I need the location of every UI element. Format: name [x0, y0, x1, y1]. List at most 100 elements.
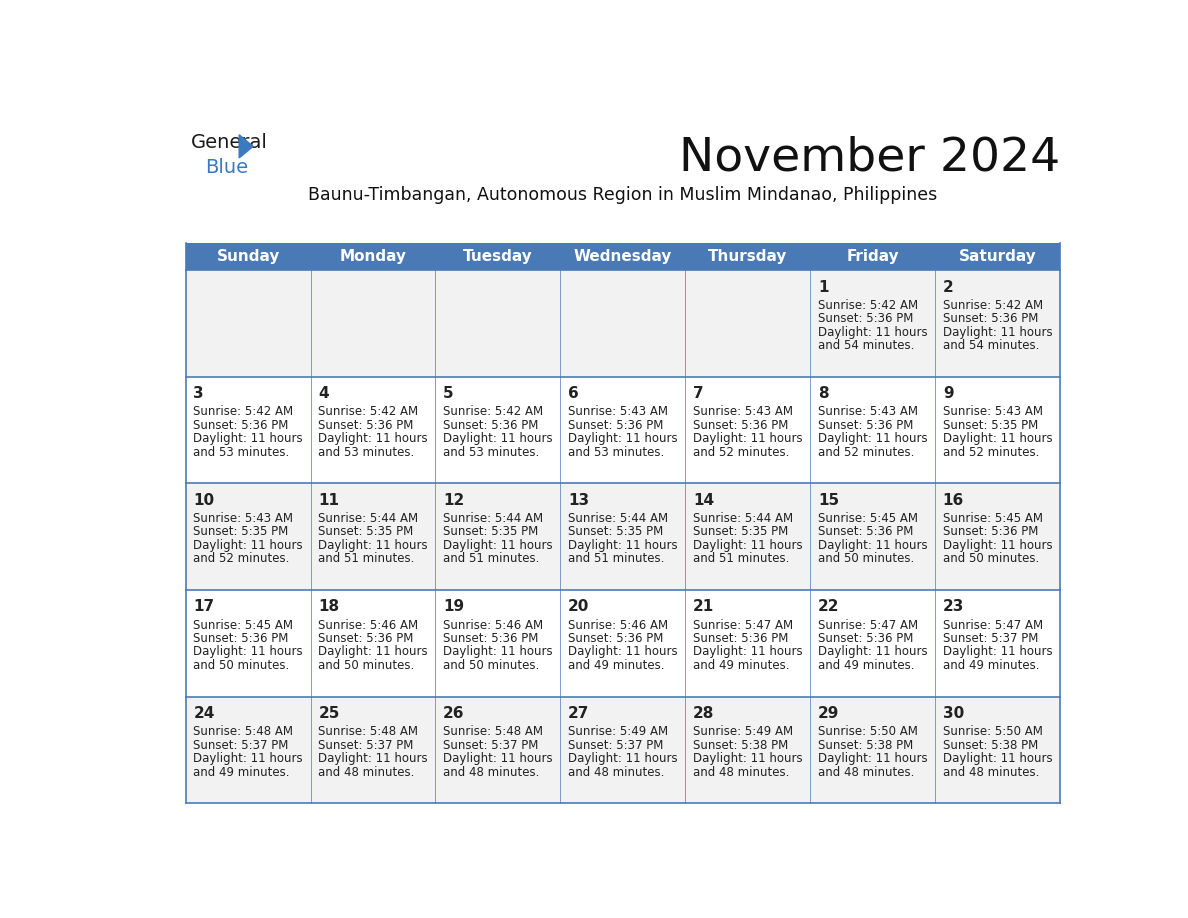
Text: Sunset: 5:35 PM: Sunset: 5:35 PM	[693, 525, 789, 539]
Text: Daylight: 11 hours: Daylight: 11 hours	[817, 539, 928, 552]
Bar	[185, 242, 1060, 270]
Bar	[185, 697, 1060, 803]
Text: 20: 20	[568, 599, 589, 614]
Text: Sunset: 5:36 PM: Sunset: 5:36 PM	[817, 632, 914, 645]
Text: Saturday: Saturday	[959, 249, 1036, 264]
Text: Sunrise: 5:50 AM: Sunrise: 5:50 AM	[943, 725, 1043, 738]
Text: and 49 minutes.: and 49 minutes.	[817, 659, 915, 672]
Text: Sunrise: 5:44 AM: Sunrise: 5:44 AM	[693, 512, 794, 525]
Text: 25: 25	[318, 706, 340, 721]
Text: 29: 29	[817, 706, 839, 721]
Text: Tuesday: Tuesday	[463, 249, 532, 264]
Text: Daylight: 11 hours: Daylight: 11 hours	[318, 539, 428, 552]
Text: Daylight: 11 hours: Daylight: 11 hours	[943, 326, 1053, 339]
Text: and 51 minutes.: and 51 minutes.	[568, 553, 664, 565]
Text: Sunset: 5:36 PM: Sunset: 5:36 PM	[943, 525, 1038, 539]
Text: Sunset: 5:35 PM: Sunset: 5:35 PM	[194, 525, 289, 539]
Text: 9: 9	[943, 386, 954, 401]
Text: Daylight: 11 hours: Daylight: 11 hours	[817, 645, 928, 658]
Text: Sunrise: 5:43 AM: Sunrise: 5:43 AM	[194, 512, 293, 525]
Text: and 49 minutes.: and 49 minutes.	[943, 659, 1040, 672]
Text: Daylight: 11 hours: Daylight: 11 hours	[443, 539, 552, 552]
Text: 17: 17	[194, 599, 215, 614]
Text: and 50 minutes.: and 50 minutes.	[817, 553, 914, 565]
Text: Daylight: 11 hours: Daylight: 11 hours	[194, 645, 303, 658]
Text: and 51 minutes.: and 51 minutes.	[693, 553, 789, 565]
Text: Sunrise: 5:47 AM: Sunrise: 5:47 AM	[693, 619, 794, 632]
Text: Sunset: 5:36 PM: Sunset: 5:36 PM	[194, 632, 289, 645]
Text: Daylight: 11 hours: Daylight: 11 hours	[568, 752, 677, 765]
Text: Sunset: 5:36 PM: Sunset: 5:36 PM	[817, 525, 914, 539]
Text: and 50 minutes.: and 50 minutes.	[443, 659, 539, 672]
Text: and 48 minutes.: and 48 minutes.	[318, 766, 415, 778]
Text: Sunset: 5:37 PM: Sunset: 5:37 PM	[318, 739, 413, 752]
Text: 14: 14	[693, 493, 714, 508]
Text: and 48 minutes.: and 48 minutes.	[817, 766, 915, 778]
Text: Sunset: 5:36 PM: Sunset: 5:36 PM	[817, 312, 914, 325]
Text: Sunrise: 5:49 AM: Sunrise: 5:49 AM	[568, 725, 668, 738]
Text: Daylight: 11 hours: Daylight: 11 hours	[443, 432, 552, 445]
Text: Sunset: 5:36 PM: Sunset: 5:36 PM	[318, 419, 413, 431]
Text: Sunset: 5:37 PM: Sunset: 5:37 PM	[194, 739, 289, 752]
Text: Daylight: 11 hours: Daylight: 11 hours	[568, 432, 677, 445]
Text: Sunset: 5:35 PM: Sunset: 5:35 PM	[568, 525, 663, 539]
Text: Daylight: 11 hours: Daylight: 11 hours	[194, 539, 303, 552]
Text: Sunset: 5:36 PM: Sunset: 5:36 PM	[693, 632, 789, 645]
Text: and 49 minutes.: and 49 minutes.	[194, 766, 290, 778]
Text: Sunset: 5:35 PM: Sunset: 5:35 PM	[943, 419, 1038, 431]
Text: Daylight: 11 hours: Daylight: 11 hours	[817, 432, 928, 445]
Text: 23: 23	[943, 599, 965, 614]
Text: Sunrise: 5:43 AM: Sunrise: 5:43 AM	[943, 406, 1043, 419]
Text: Daylight: 11 hours: Daylight: 11 hours	[568, 539, 677, 552]
Text: Daylight: 11 hours: Daylight: 11 hours	[693, 752, 803, 765]
Text: 1: 1	[817, 280, 828, 295]
Text: and 54 minutes.: and 54 minutes.	[943, 340, 1040, 353]
Text: and 53 minutes.: and 53 minutes.	[194, 446, 290, 459]
Text: Sunset: 5:36 PM: Sunset: 5:36 PM	[693, 419, 789, 431]
Text: Sunrise: 5:49 AM: Sunrise: 5:49 AM	[693, 725, 794, 738]
Text: Sunset: 5:36 PM: Sunset: 5:36 PM	[443, 419, 538, 431]
Text: Sunrise: 5:45 AM: Sunrise: 5:45 AM	[194, 619, 293, 632]
Text: Sunset: 5:36 PM: Sunset: 5:36 PM	[318, 632, 413, 645]
Text: Sunrise: 5:50 AM: Sunrise: 5:50 AM	[817, 725, 918, 738]
Text: Daylight: 11 hours: Daylight: 11 hours	[693, 432, 803, 445]
Text: Sunrise: 5:46 AM: Sunrise: 5:46 AM	[443, 619, 543, 632]
Text: Sunrise: 5:43 AM: Sunrise: 5:43 AM	[693, 406, 794, 419]
Text: and 53 minutes.: and 53 minutes.	[568, 446, 664, 459]
Text: Sunrise: 5:42 AM: Sunrise: 5:42 AM	[318, 406, 418, 419]
Text: and 53 minutes.: and 53 minutes.	[443, 446, 539, 459]
Text: Sunrise: 5:43 AM: Sunrise: 5:43 AM	[568, 406, 668, 419]
Text: Friday: Friday	[846, 249, 899, 264]
Text: Daylight: 11 hours: Daylight: 11 hours	[194, 432, 303, 445]
Text: Sunrise: 5:48 AM: Sunrise: 5:48 AM	[318, 725, 418, 738]
Text: 19: 19	[443, 599, 465, 614]
Text: Daylight: 11 hours: Daylight: 11 hours	[943, 752, 1053, 765]
Text: 10: 10	[194, 493, 215, 508]
Text: Monday: Monday	[340, 249, 406, 264]
Text: Sunset: 5:37 PM: Sunset: 5:37 PM	[568, 739, 663, 752]
Text: Sunrise: 5:42 AM: Sunrise: 5:42 AM	[817, 299, 918, 312]
Text: Wednesday: Wednesday	[574, 249, 672, 264]
Text: General: General	[191, 133, 268, 152]
Text: Thursday: Thursday	[708, 249, 788, 264]
Text: November 2024: November 2024	[678, 135, 1060, 181]
Text: and 50 minutes.: and 50 minutes.	[318, 659, 415, 672]
Text: 21: 21	[693, 599, 714, 614]
Text: and 51 minutes.: and 51 minutes.	[443, 553, 539, 565]
Text: and 49 minutes.: and 49 minutes.	[568, 659, 664, 672]
Text: Daylight: 11 hours: Daylight: 11 hours	[194, 752, 303, 765]
Text: and 52 minutes.: and 52 minutes.	[943, 446, 1040, 459]
Bar	[185, 270, 1060, 377]
Text: 22: 22	[817, 599, 840, 614]
Text: Sunset: 5:38 PM: Sunset: 5:38 PM	[817, 739, 914, 752]
Text: and 53 minutes.: and 53 minutes.	[318, 446, 415, 459]
Text: Daylight: 11 hours: Daylight: 11 hours	[318, 645, 428, 658]
Text: Daylight: 11 hours: Daylight: 11 hours	[817, 752, 928, 765]
Text: Sunday: Sunday	[216, 249, 280, 264]
Text: Sunrise: 5:48 AM: Sunrise: 5:48 AM	[194, 725, 293, 738]
Text: Daylight: 11 hours: Daylight: 11 hours	[693, 539, 803, 552]
Text: Sunset: 5:36 PM: Sunset: 5:36 PM	[568, 632, 663, 645]
Text: and 48 minutes.: and 48 minutes.	[568, 766, 664, 778]
Text: Sunrise: 5:45 AM: Sunrise: 5:45 AM	[817, 512, 918, 525]
Bar	[185, 590, 1060, 697]
